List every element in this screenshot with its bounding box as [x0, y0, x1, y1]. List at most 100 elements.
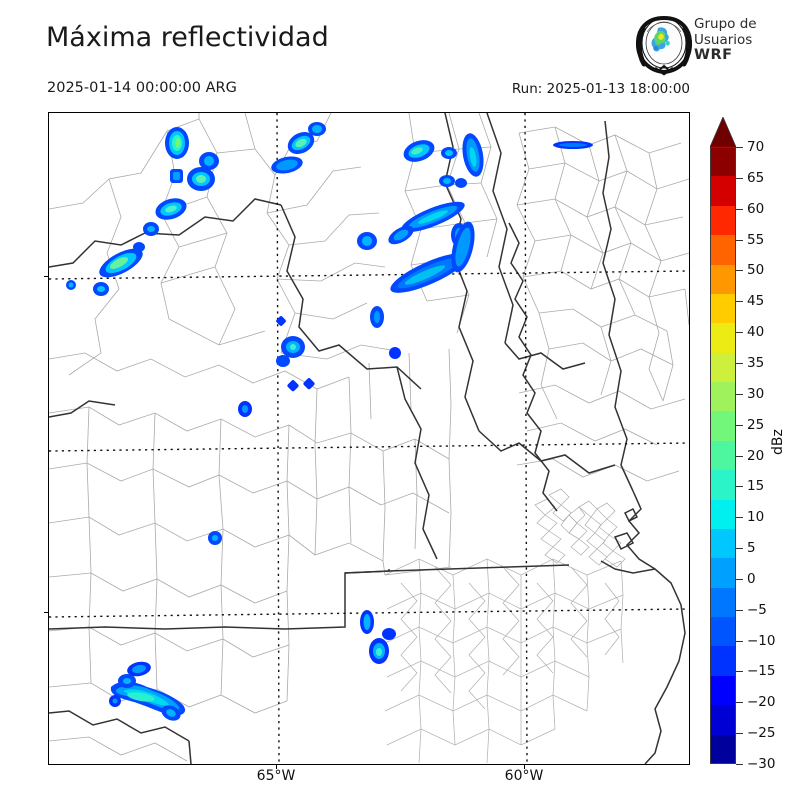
colorbar-segment [710, 381, 736, 412]
colorbar-tick-mark [736, 177, 743, 179]
colorbar-segment [710, 528, 736, 559]
echo-cell [276, 355, 290, 367]
colorbar-tick-mark [736, 486, 743, 488]
colorbar-tick-label: 0 [747, 570, 756, 587]
echo-cell [170, 169, 183, 183]
colorbar-tick-label: −15 [747, 663, 776, 680]
echo-cell [238, 401, 252, 417]
colorbar-tick-mark [736, 455, 743, 457]
echo-cell [462, 133, 484, 177]
echo-cell [439, 175, 455, 187]
colorbar-segment [710, 704, 736, 735]
x-tick-label-65W: 65°W [256, 768, 296, 784]
logo-line1: Grupo de [694, 16, 757, 32]
echo-cell [390, 253, 468, 293]
echo-cell [187, 167, 215, 191]
colorbar-tick-label: −30 [747, 756, 776, 772]
colorbar-segment [710, 675, 736, 706]
echo-cell [388, 225, 414, 245]
logo-text: Grupo de Usuarios WRF [694, 16, 757, 64]
colorbar-gradient [710, 146, 736, 764]
colorbar-tick-mark [736, 332, 743, 334]
department-borders [49, 113, 689, 764]
colorbar-segment [710, 645, 736, 676]
colorbar-tick-label: 70 [747, 139, 765, 155]
echo-cell [199, 152, 219, 170]
echo-cell [370, 306, 384, 328]
colorbar-segment [710, 234, 736, 265]
colorbar-tick-label: 10 [747, 509, 765, 526]
colorbar-tick-mark [736, 609, 743, 611]
echo-cell [401, 201, 465, 233]
colorbar-segment [710, 557, 736, 588]
colorbar-tick-mark [736, 393, 743, 395]
colorbar-segment [710, 469, 736, 500]
colorbar-tick-label: 65 [747, 169, 765, 186]
echo-cell [271, 156, 303, 174]
echo-cell [553, 141, 593, 149]
longitude-60W [524, 113, 528, 764]
colorbar-segment [710, 175, 736, 206]
echo-cell [303, 378, 315, 390]
echo-cell [276, 316, 286, 326]
echo-cell [308, 122, 326, 136]
colorbar-segment [710, 263, 736, 294]
colorbar-tick-label: 45 [747, 293, 765, 310]
province-borders [49, 113, 686, 764]
colorbar-tick-mark [736, 147, 743, 148]
echo-cell [389, 347, 401, 359]
x-tick-label-60W: 60°W [504, 768, 544, 784]
colorbar-tick-mark [736, 270, 743, 272]
echo-cell [369, 638, 389, 664]
colorbar-tick-mark [736, 578, 743, 580]
echo-cell [360, 610, 374, 634]
colorbar-tick-label: 20 [747, 447, 765, 464]
run-time-label: Run: 2025-01-13 18:00:00 [511, 81, 690, 97]
colorbar-tick-label: −10 [747, 632, 776, 649]
map-canvas [49, 113, 689, 764]
colorbar-axis-label: dBz [770, 429, 786, 455]
colorbar-segment [710, 146, 736, 177]
colorbar-segment [710, 410, 736, 441]
colorbar-segment [710, 498, 736, 529]
colorbar-extend-arrow [710, 117, 736, 147]
echo-cell [155, 198, 187, 220]
y-tick-mark [44, 612, 48, 613]
colorbar-tick-label: −20 [747, 694, 776, 711]
colorbar-tick-mark [736, 640, 743, 642]
colorbar-tick-mark [736, 548, 743, 550]
echo-cell [208, 531, 222, 545]
echo-cell [455, 178, 467, 188]
echo-cell [118, 674, 136, 688]
wrf-globe-emblem-icon [636, 16, 692, 76]
y-tick-mark [44, 276, 48, 277]
reflectivity-map-plot[interactable] [48, 112, 690, 765]
echo-cell [451, 221, 475, 273]
reflectivity-echoes [66, 122, 593, 721]
colorbar-tick-label: 50 [747, 262, 765, 279]
colorbar-tick-label: 25 [747, 416, 765, 433]
colorbar-tick-mark [736, 301, 743, 303]
colorbar-tick-mark [736, 733, 743, 735]
colorbar-tick-mark [736, 239, 743, 241]
x-tick-mark [276, 765, 277, 769]
colorbar-tick-mark [736, 702, 743, 704]
colorbar-tick-label: 35 [747, 354, 765, 371]
echo-cell [66, 280, 76, 290]
colorbar-tick-mark [736, 671, 743, 673]
colorbar-tick-label: 60 [747, 200, 765, 217]
colorbar-segment [710, 293, 736, 324]
x-tick-mark [524, 765, 525, 769]
colorbar-tick-label: 5 [747, 540, 756, 557]
latitude-30S [49, 442, 689, 452]
colorbar-segment [710, 205, 736, 236]
colorbar-segment [710, 616, 736, 647]
echo-cell [127, 661, 151, 677]
echo-cell [403, 140, 435, 162]
colorbar-tick-label: −5 [747, 601, 767, 618]
colorbar-segment [710, 734, 736, 764]
colorbar-tick-label: 40 [747, 324, 765, 341]
echo-cell [161, 705, 181, 721]
logo-line3: WRF [694, 47, 733, 63]
